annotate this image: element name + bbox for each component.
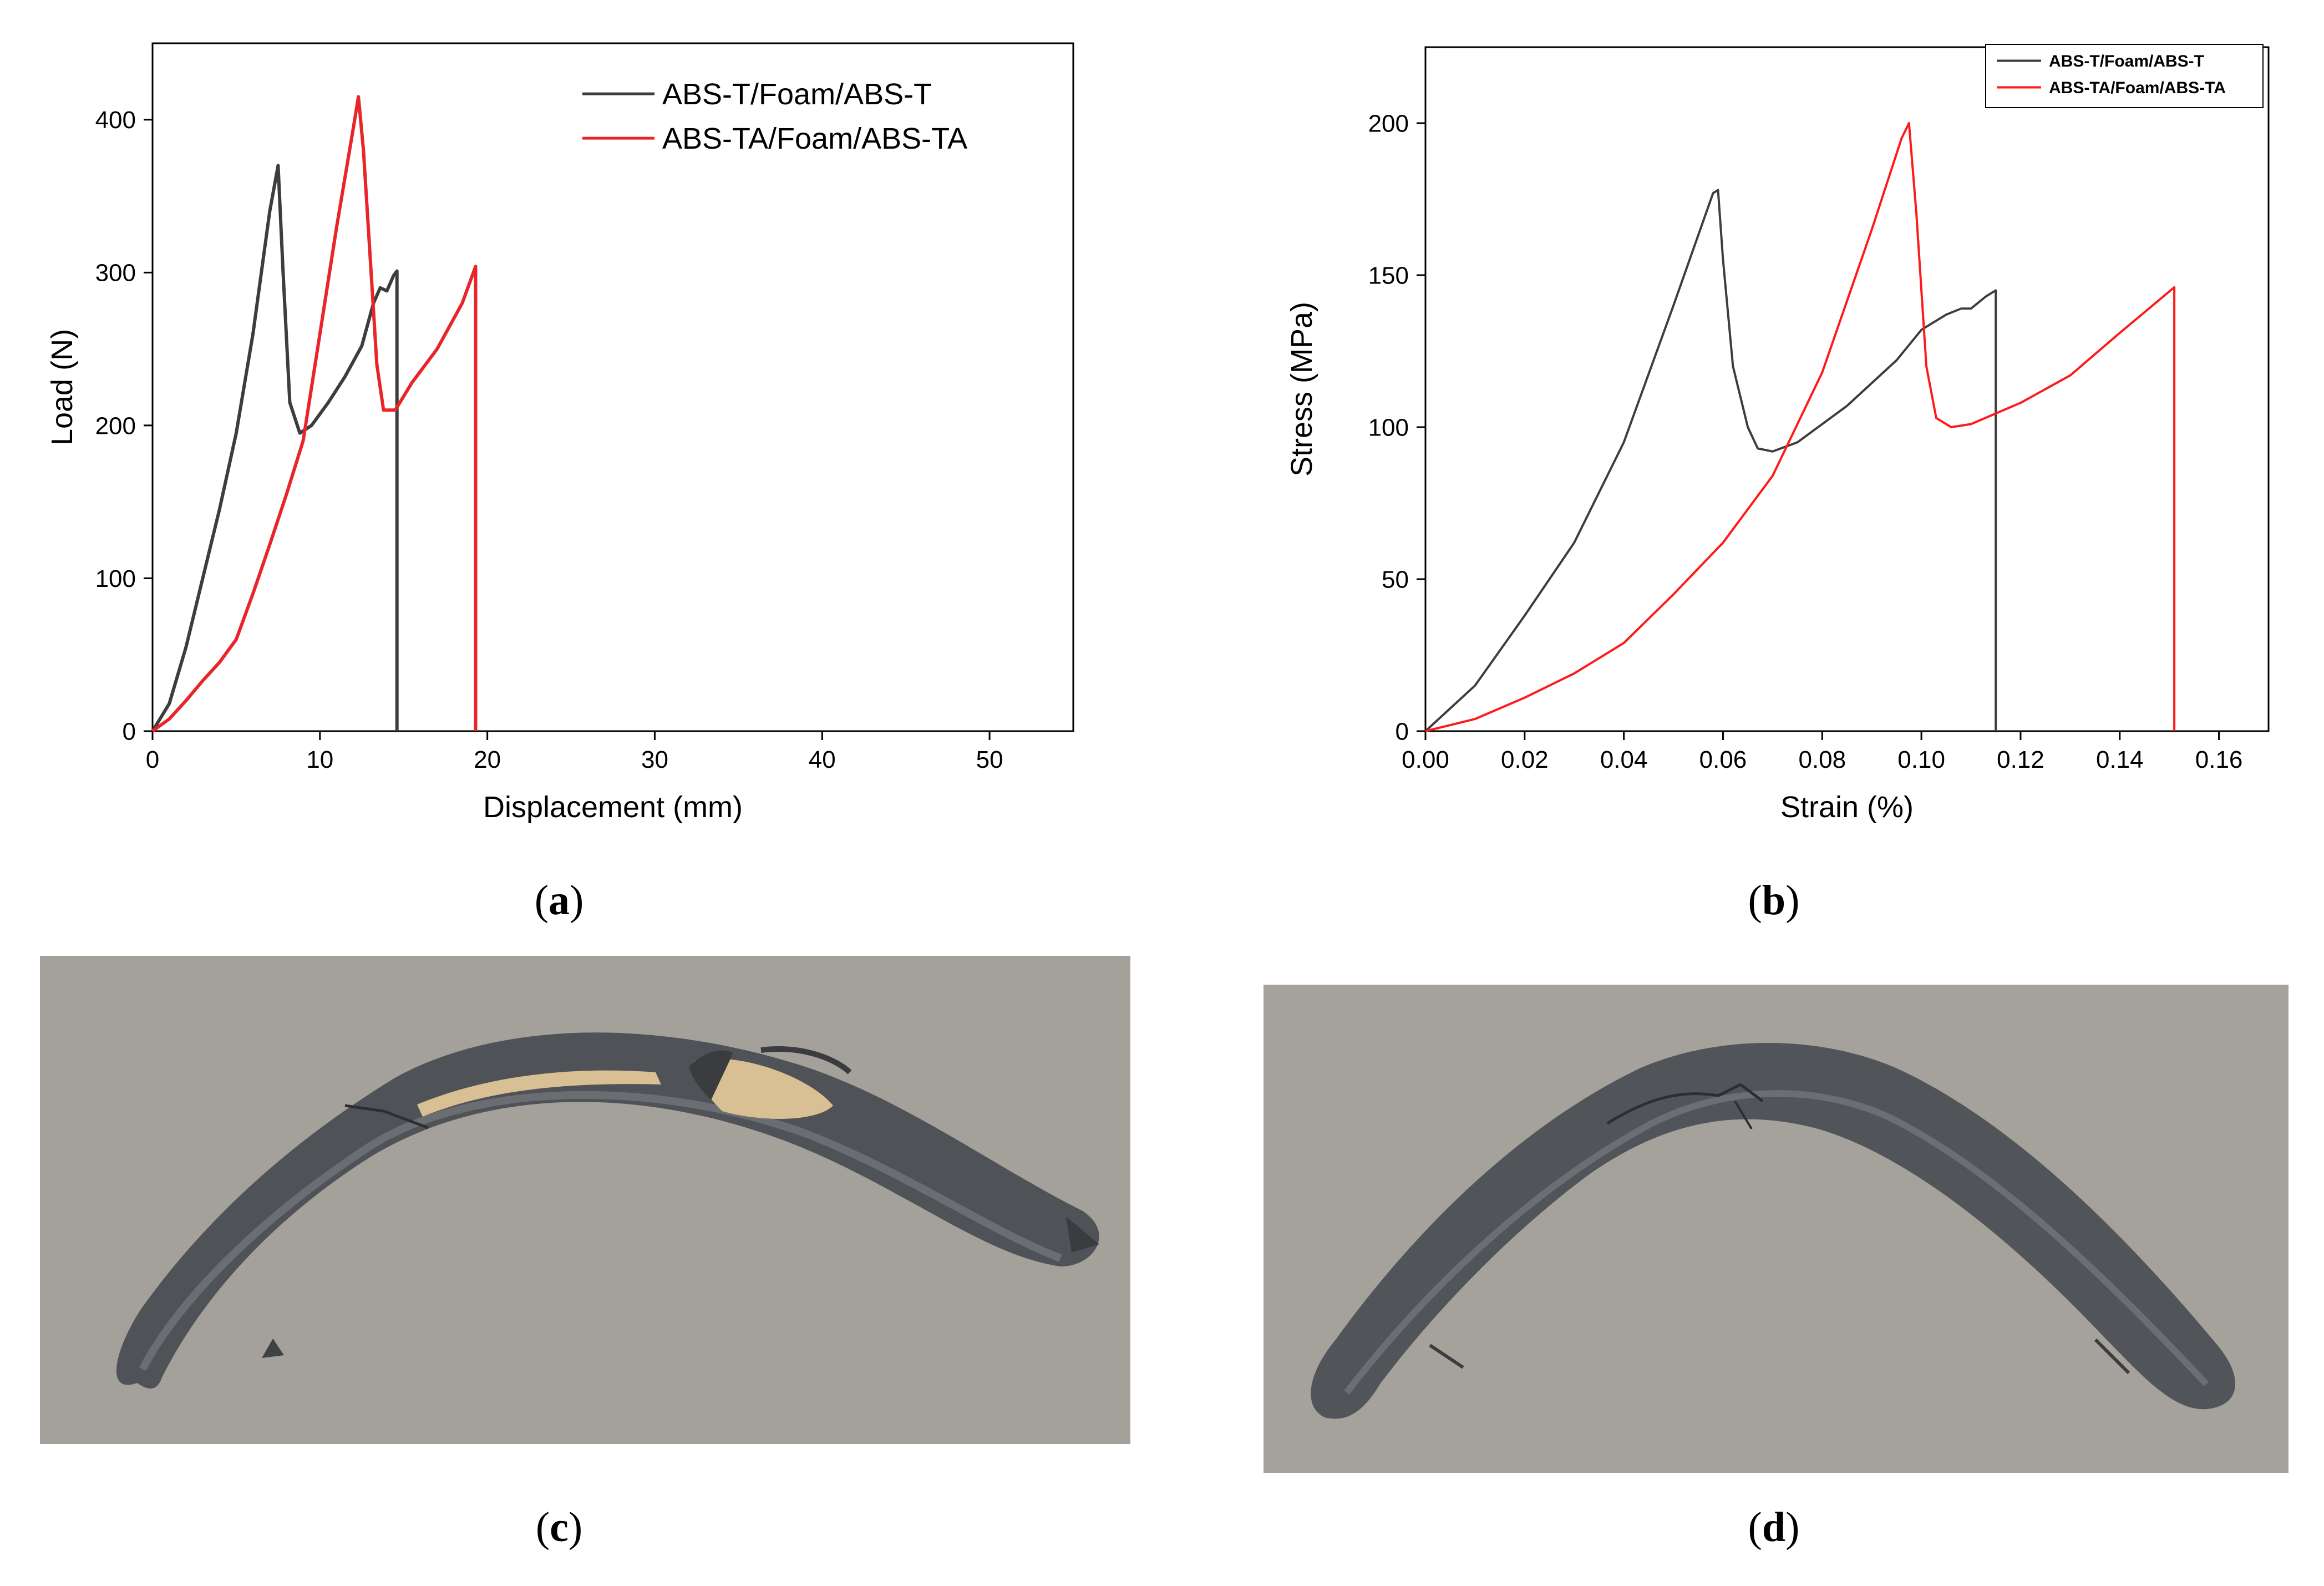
y-tick-label: 200 xyxy=(1368,110,1409,137)
y-tick-label: 100 xyxy=(95,565,136,592)
caption-d: (d) xyxy=(1748,1504,1800,1550)
legend-box xyxy=(1985,44,2264,108)
chart-a-svg: 0 10 20 30 40 50 0 100 200 300 400 Displacement (mm… xyxy=(45,42,1074,824)
x-tick-label: 0.00 xyxy=(1402,746,1449,773)
fractured-specimen-image xyxy=(40,956,1130,1444)
series-line-abs-t xyxy=(151,164,399,732)
legend-label: ABS-TA/Foam/ABS-TA xyxy=(662,122,967,155)
x-tick-label: 0.12 xyxy=(1997,746,2044,773)
caption-b: (b) xyxy=(1748,877,1800,924)
x-tick-label: 0.06 xyxy=(1699,746,1747,773)
x-tick-label: 0.08 xyxy=(1798,746,1846,773)
x-tick-label: 50 xyxy=(976,746,1003,773)
y-axis-label: Load (N) xyxy=(45,329,79,445)
series-line-abs-ta xyxy=(151,95,478,733)
x-tick-label: 0 xyxy=(146,746,159,773)
y-axis-label: Stress (MPa) xyxy=(1285,302,1318,477)
y-tick-label: 300 xyxy=(95,260,136,287)
chart-a: 0 10 20 30 40 50 0 100 200 300 400 Displacement (mm… xyxy=(0,0,1109,849)
caption-a: (a) xyxy=(534,877,584,924)
y-tick-label: 400 xyxy=(95,107,136,134)
y-tick-label: 50 xyxy=(1382,566,1409,593)
x-tick-label: 10 xyxy=(306,746,333,773)
x-tick-label: 40 xyxy=(809,746,836,773)
legend-label: ABS-T/Foam/ABS-T xyxy=(662,78,932,111)
x-tick-label: 0.14 xyxy=(2096,746,2144,773)
caption-c: (c) xyxy=(535,1504,583,1550)
bent-specimen-image xyxy=(1264,985,2289,1473)
photo-d xyxy=(1264,985,2289,1473)
x-axis-label: Strain (%) xyxy=(1780,791,1914,824)
series-line-abs-ta xyxy=(1425,122,2176,732)
x-tick-label: 0.02 xyxy=(1501,746,1549,773)
plot-frame xyxy=(1424,46,2270,732)
y-tick-label: 200 xyxy=(95,412,136,439)
y-tick-label: 0 xyxy=(123,718,136,745)
x-tick-label: 20 xyxy=(474,746,501,773)
legend-label: ABS-TA/Foam/ABS-TA xyxy=(2049,79,2226,97)
x-tick-label: 0.04 xyxy=(1600,746,1648,773)
x-tick-label: 0.16 xyxy=(2195,746,2243,773)
plot-frame xyxy=(151,42,1074,732)
x-tick-label: 0.10 xyxy=(1897,746,1945,773)
x-axis-label: Displacement (mm) xyxy=(483,791,743,824)
y-tick-label: 0 xyxy=(1396,718,1409,745)
chart-b: 0.00 0.02 0.04 0.06 0.08 0.10 0.12 0.14 0.16 0 50 1… xyxy=(1209,0,2324,849)
chart-b-svg: 0.00 0.02 0.04 0.06 0.08 0.10 0.12 0.14 0.16 0 50 1… xyxy=(1285,44,2270,824)
y-tick-label: 100 xyxy=(1368,414,1409,441)
photo-c xyxy=(40,956,1130,1444)
y-tick-label: 150 xyxy=(1368,262,1409,289)
x-tick-label: 30 xyxy=(641,746,668,773)
series-line-abs-t xyxy=(1424,189,1997,732)
legend-label: ABS-T/Foam/ABS-T xyxy=(2049,52,2204,70)
